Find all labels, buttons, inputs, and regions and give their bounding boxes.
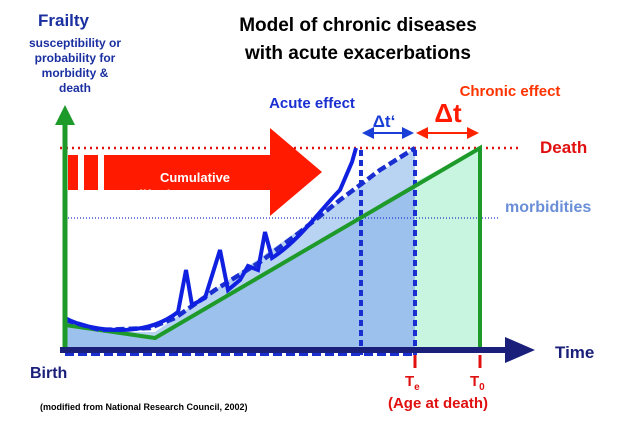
source: (modified from National Research Council…	[40, 402, 248, 412]
y-desc: susceptibility or	[29, 36, 121, 50]
chronic-shift: Δt	[434, 98, 462, 128]
x-label: Time	[555, 343, 594, 362]
age-at-death: (Age at death)	[388, 395, 488, 412]
y-desc: death	[59, 81, 91, 95]
chronic-area	[415, 148, 480, 350]
acute-trajectory	[64, 147, 358, 333]
death-label: Death	[540, 138, 587, 157]
origin-label: Birth	[30, 365, 67, 382]
exposure-bar	[68, 155, 78, 190]
morbidity-label: morbidities	[505, 199, 591, 216]
te-label: Te	[405, 373, 420, 393]
exposure-label: Cumulative	[160, 170, 230, 185]
acute-shift: Δt‘	[373, 112, 396, 131]
exposure-bar	[84, 155, 98, 190]
title: with acute exacerbations	[244, 43, 471, 64]
y-desc: morbidity &	[42, 66, 109, 80]
title: Model of chronic diseases	[239, 15, 477, 36]
x-axis-head	[505, 337, 535, 363]
chronic-label: Chronic effect	[460, 83, 561, 100]
y-desc: probability for	[35, 51, 116, 65]
shifted-trajectory	[64, 146, 417, 333]
y-label: Frailty	[38, 11, 90, 30]
exposure-arrow	[104, 128, 322, 216]
chronic-under	[65, 186, 415, 350]
acute-label: Acute effect	[269, 95, 355, 112]
y-axis-head	[55, 105, 75, 125]
t0-label: T0	[470, 373, 485, 393]
exposure-label: life-time exposure	[139, 187, 250, 202]
